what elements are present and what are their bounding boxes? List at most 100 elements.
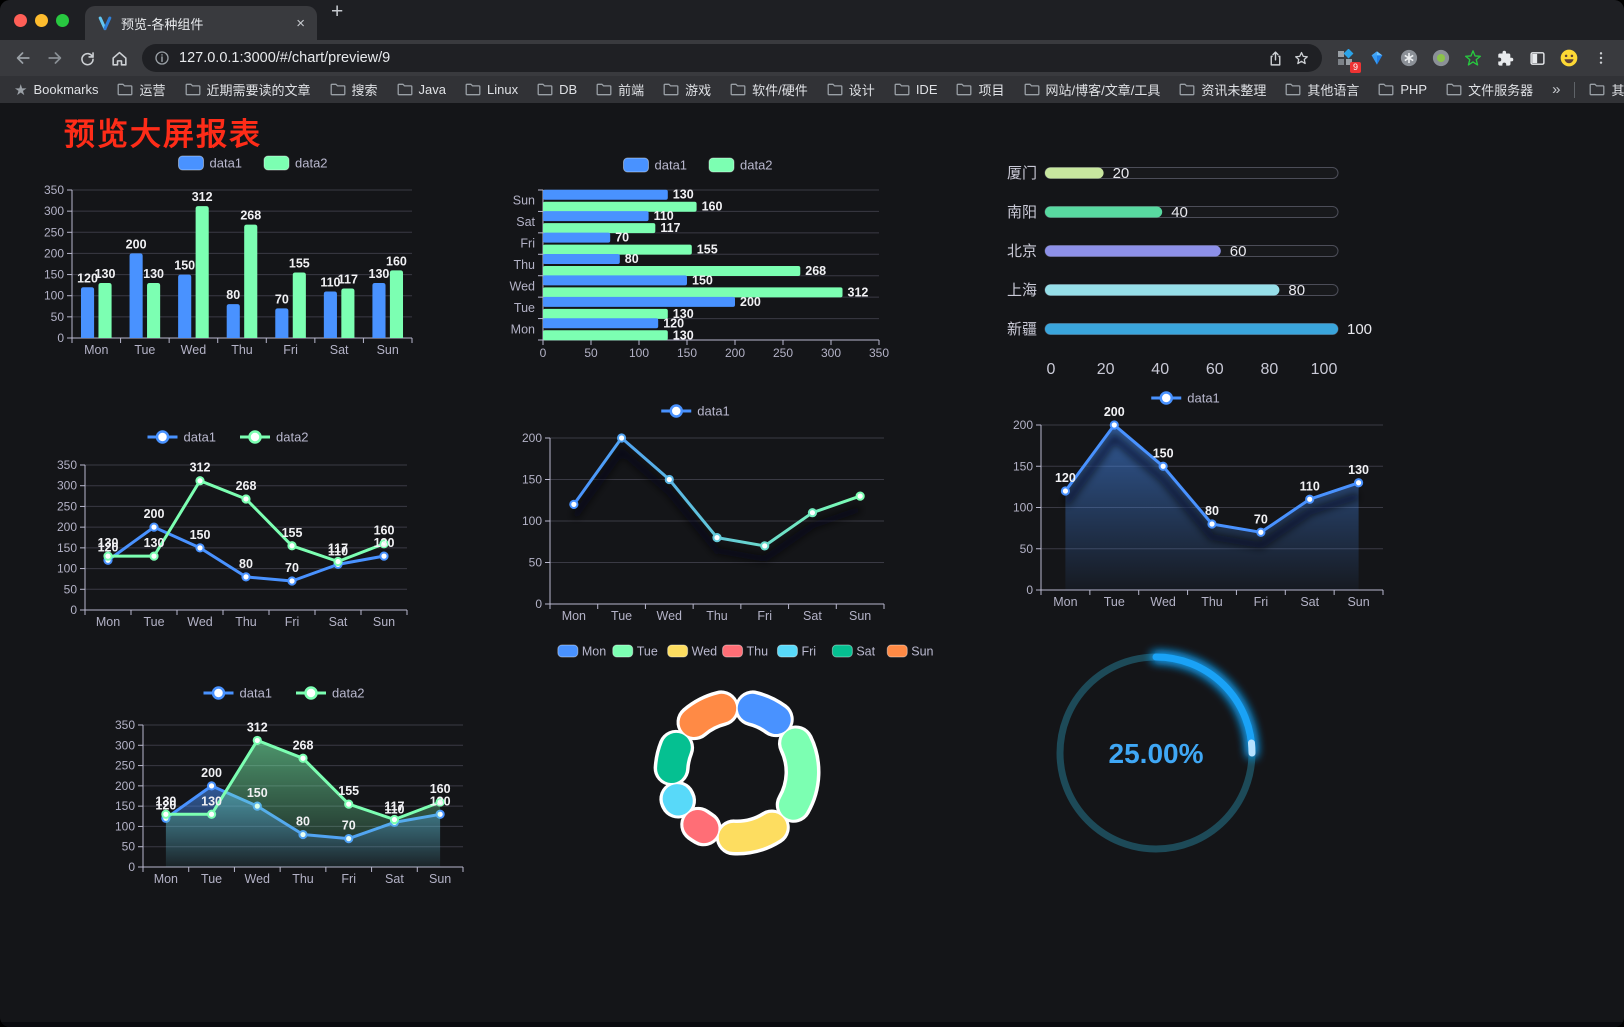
svg-text:Fri: Fri (520, 237, 535, 251)
svg-text:Tue: Tue (611, 609, 632, 623)
svg-text:新疆: 新疆 (1007, 321, 1037, 338)
svg-text:Fri: Fri (757, 609, 772, 623)
svg-text:Sat: Sat (1300, 595, 1319, 609)
svg-text:130: 130 (369, 267, 390, 281)
forward-button[interactable] (42, 45, 68, 71)
svg-text:data1: data1 (184, 430, 217, 445)
chart-donut[interactable]: Mon Tue Wed Thu Fri Sat Sun (548, 630, 943, 882)
bookmark-folder[interactable]: 文件服务器 (1446, 80, 1533, 99)
svg-text:20: 20 (1113, 165, 1130, 182)
window-controls (0, 14, 85, 40)
svg-text:Sat: Sat (803, 609, 822, 623)
chart-horizontal-bar[interactable]: data1 data2 0 50 100 150 200 250 300 350 Sun 130 160… (505, 147, 895, 375)
chart-two-series-line[interactable]: data1 data2 0 50 100 150 200 250 300 350 Mon Tue Wed… (45, 420, 415, 638)
extension-asterisk-icon[interactable] (1396, 45, 1422, 71)
url-text[interactable]: 127.0.0.1:3000/#/chart/preview/9 (179, 50, 391, 66)
svg-text:Wed: Wed (692, 645, 718, 659)
svg-text:150: 150 (247, 786, 268, 800)
svg-text:Sun: Sun (373, 615, 395, 629)
address-bar[interactable]: 127.0.0.1:3000/#/chart/preview/9 (142, 44, 1322, 72)
bookmark-folder[interactable]: 游戏 (663, 80, 711, 99)
svg-text:312: 312 (848, 285, 869, 299)
back-button[interactable] (10, 45, 36, 71)
svg-text:130: 130 (673, 307, 694, 321)
svg-text:Sun: Sun (911, 645, 933, 659)
folder-icon (1446, 83, 1462, 96)
svg-text:120: 120 (77, 271, 98, 285)
browser-tab[interactable]: 预览-各种组件 × (85, 6, 317, 40)
side-panel-button[interactable] (1524, 45, 1550, 71)
svg-text:150: 150 (57, 541, 77, 555)
bookmark-folder[interactable]: 资讯未整理 (1179, 80, 1266, 99)
svg-text:130: 130 (430, 794, 451, 808)
window-zoom-button[interactable] (56, 14, 69, 27)
svg-text:155: 155 (697, 243, 718, 257)
bookmark-folder[interactable]: 搜索 (330, 80, 378, 99)
svg-text:160: 160 (702, 200, 723, 214)
svg-text:200: 200 (725, 346, 745, 360)
window-close-button[interactable] (14, 14, 27, 27)
bookmark-folder[interactable]: 前端 (596, 80, 644, 99)
chart-two-series-area-line[interactable]: data1 data2 0 50 100 150 200 250 300 350 Mon Tue Wed… (100, 675, 472, 890)
svg-text:data2: data2 (740, 158, 773, 173)
folder-icon (1590, 83, 1605, 96)
page-title: 预览大屏报表 (64, 117, 262, 152)
bookmark-folder[interactable]: Linux (465, 82, 518, 97)
bookmark-folder[interactable]: 设计 (827, 80, 875, 99)
chart-gauge-progress[interactable]: 25.00% (1040, 640, 1273, 873)
bookmark-folder[interactable]: 运营 (117, 80, 166, 99)
folder-icon (185, 83, 200, 96)
bookmarks-manager[interactable]: ★ Bookmarks (14, 81, 98, 99)
home-button[interactable] (106, 45, 132, 71)
new-tab-button[interactable]: + (331, 0, 344, 23)
svg-text:Thu: Thu (235, 615, 257, 629)
tab-close-icon[interactable]: × (296, 14, 305, 32)
extension-gem-icon[interactable] (1364, 45, 1390, 71)
svg-text:Wed: Wed (187, 615, 213, 629)
bookmark-folder[interactable]: 近期需要读的文章 (185, 80, 311, 99)
svg-text:0: 0 (128, 860, 135, 874)
svg-text:Sun: Sun (429, 872, 451, 886)
chart-area-line[interactable]: data1 0 50 100 150 200 Mon Tue Wed Thu Fri Sat Sun 12… (985, 383, 1390, 618)
svg-text:155: 155 (289, 256, 310, 270)
bookmark-folder[interactable]: IDE (894, 82, 937, 97)
extensions-puzzle-button[interactable] (1492, 45, 1518, 71)
page-info-icon[interactable] (154, 50, 170, 66)
bookmark-folder-label: 资讯未整理 (1201, 83, 1267, 98)
folder-icon (1378, 83, 1394, 96)
browser-menu-button[interactable] (1588, 45, 1614, 71)
bookmark-folder[interactable]: 其他语言 (1285, 80, 1359, 99)
bookmarks-separator (1574, 81, 1576, 98)
extension-grid-icon[interactable]: 9 (1332, 45, 1361, 73)
bookmark-folder[interactable]: DB (537, 82, 577, 97)
bookmark-folder[interactable]: 网站/博客/文章/工具 (1024, 80, 1160, 99)
bookmarks-overflow-chevron[interactable]: » (1552, 81, 1561, 98)
bookmark-star-icon[interactable] (1293, 50, 1310, 67)
svg-text:100: 100 (522, 514, 542, 528)
profile-avatar[interactable] (1556, 45, 1582, 71)
svg-text:100: 100 (1311, 361, 1338, 378)
svg-text:117: 117 (328, 542, 348, 556)
bookmark-folder[interactable]: 项目 (956, 80, 1005, 99)
chart-city-progress-bars[interactable]: 厦门 20 南阳 40 北京 60 上海 80 新疆 100 0 20 40 60 80 100 (975, 152, 1380, 387)
window-bottom-edge (0, 1022, 1624, 1027)
extension-green-dot-icon[interactable] (1428, 45, 1454, 71)
svg-text:80: 80 (1288, 282, 1305, 299)
svg-text:150: 150 (115, 799, 135, 813)
share-icon[interactable] (1267, 50, 1284, 67)
other-bookmarks-folder[interactable]: 其他书签 (1589, 80, 1624, 99)
chart-grouped-bar[interactable]: data1 data2 0 50 100 150 200 250 300 350 Mon Tue Wed… (40, 147, 470, 375)
bookmark-folder[interactable]: PHP (1378, 82, 1427, 97)
svg-text:80: 80 (239, 557, 253, 571)
bookmark-folder-label: 项目 (978, 83, 1005, 98)
bookmark-folder[interactable]: 软件/硬件 (730, 80, 808, 99)
folder-icon (1285, 83, 1301, 96)
extension-green-star-icon[interactable] (1460, 45, 1486, 71)
puzzle-piece-icon (1497, 50, 1513, 66)
svg-text:70: 70 (615, 231, 629, 245)
svg-text:300: 300 (115, 738, 135, 752)
window-minimize-button[interactable] (35, 14, 48, 27)
bookmark-folder[interactable]: Java (397, 82, 446, 97)
reload-button[interactable] (74, 45, 100, 71)
chart-gradient-line[interactable]: data1 0 50 100 150 200 Mon Tue Wed Thu Fri Sat Sun (505, 396, 890, 631)
